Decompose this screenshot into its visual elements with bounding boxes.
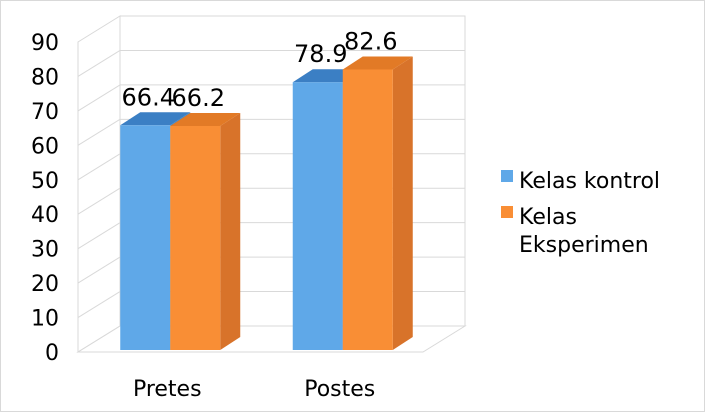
bar-1-1 (342, 69, 393, 350)
side-wall (77, 15, 121, 353)
y-tick-label: 10 (31, 307, 59, 332)
y-tick-label: 60 (31, 134, 59, 159)
bar-side-1-0 (220, 112, 241, 350)
gridline-side (77, 256, 121, 284)
bar-top-0-0 (120, 112, 191, 126)
gridline-side (77, 118, 121, 146)
legend-label: Kelas (519, 205, 577, 230)
data-label: 82.6 (344, 27, 397, 55)
legend-swatch (501, 170, 513, 182)
gridline-side (77, 153, 121, 181)
bar-0-1 (292, 82, 343, 350)
gridline-side (77, 50, 121, 77)
bar-top-1-0 (170, 112, 241, 126)
gridline-side (77, 84, 121, 112)
legend-label: Kelas kontrol (519, 169, 660, 194)
bar-side-1-1 (392, 56, 413, 350)
x-tick-label: Pretes (133, 377, 202, 402)
data-label: 66.4 (122, 83, 175, 111)
x-tick-label: Postes (304, 377, 375, 402)
y-tick-label: 40 (31, 203, 59, 228)
y-tick-label: 50 (31, 169, 59, 194)
y-tick-label: 70 (31, 100, 59, 125)
bar-1-0 (170, 125, 221, 350)
bar-0-0 (120, 125, 171, 351)
gridline-side (77, 222, 121, 250)
y-tick-label: 30 (31, 238, 59, 263)
data-label: 66.2 (172, 84, 225, 112)
bar-top-1-1 (342, 56, 413, 70)
y-tick-label: 0 (45, 341, 59, 366)
gridline-side (77, 187, 121, 215)
floor (76, 325, 467, 353)
gridline-side (77, 291, 121, 318)
y-tick-label: 20 (31, 272, 59, 297)
y-tick-label: 80 (31, 65, 59, 90)
legend-label: Eksperimen (519, 233, 649, 258)
y-tick-label: 90 (31, 31, 59, 56)
data-label: 78.9 (294, 40, 347, 68)
legend-swatch (501, 206, 513, 218)
